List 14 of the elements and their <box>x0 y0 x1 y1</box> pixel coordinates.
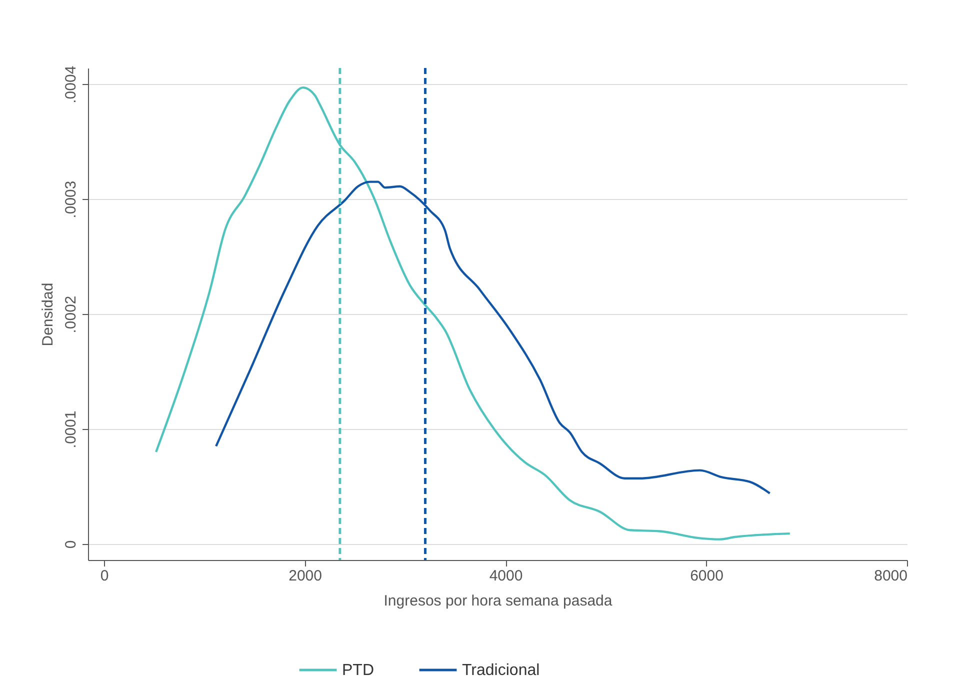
legend-label: Tradicional <box>462 662 540 679</box>
y-axis-title: Densidad <box>40 282 56 346</box>
x-tick-label: 2000 <box>288 568 322 584</box>
y-tick-label: 0 <box>62 540 80 549</box>
x-tick-label: 4000 <box>489 568 523 584</box>
y-tick-label: .0001 <box>62 410 80 448</box>
x-tick-label: 6000 <box>690 568 724 584</box>
x-tick-label: 8000 <box>874 568 908 584</box>
y-tick-label: .0003 <box>62 180 80 218</box>
y-tick-label: .0004 <box>62 66 80 104</box>
legend-label: PTD <box>342 662 374 679</box>
x-tick-label: 0 <box>100 568 109 584</box>
x-axis-title: Ingresos por hora semana pasada <box>384 592 613 610</box>
y-tick-label: .0002 <box>62 296 80 334</box>
